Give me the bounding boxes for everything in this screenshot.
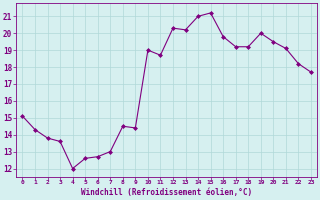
- X-axis label: Windchill (Refroidissement éolien,°C): Windchill (Refroidissement éolien,°C): [81, 188, 252, 197]
